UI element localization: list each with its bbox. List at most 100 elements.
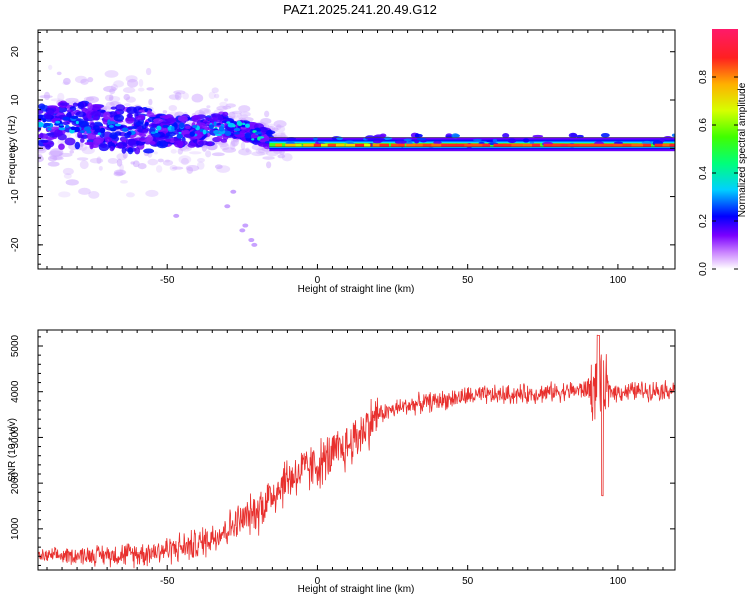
heatmap-cell-faint [219, 143, 230, 151]
heatmap-cell-hot [178, 122, 185, 129]
heatmap-cell-core [103, 111, 111, 120]
heatmap-cell-faint [132, 160, 140, 168]
heatmap-cell-core [258, 143, 270, 147]
heatmap-cell-core [244, 132, 252, 139]
heatmap-cell-faint [169, 165, 178, 171]
heatmap-cell-hot [251, 138, 255, 141]
snr-axes: -50 0 50 100 1000 2000 3000 4000 5000 [10, 330, 675, 587]
heatmap-cell-peak [493, 143, 507, 147]
colorbar-tick-label: 0.4 [698, 166, 709, 180]
heatmap-cell-hot [233, 127, 241, 132]
heatmap-cell-band-bump [529, 141, 535, 145]
heatmap-cell-faint [208, 91, 216, 100]
heatmap-cell-faint [258, 148, 266, 154]
heatmap-cell-faint [125, 192, 135, 198]
heatmap-cell-peak [406, 143, 417, 147]
heatmap-cell-core [58, 143, 65, 150]
heatmap-cell-core [187, 142, 197, 148]
heatmap-cell-faint [96, 156, 102, 165]
heatmap-cell-faint [103, 85, 117, 93]
heatmap-axes: -50 0 50 100 -20 -10 0 10 20 [10, 30, 675, 286]
heatmap-cell-faint [260, 117, 272, 125]
heatmap-cell-band-bump [613, 141, 624, 145]
heatmap-cell-faint [48, 64, 53, 70]
heatmap-cell-core [72, 102, 78, 107]
colorbar: 0.0 0.2 0.4 0.6 0.8 Normalized spectral ampl… [698, 29, 748, 276]
heatmap-cell-faint [178, 155, 192, 164]
heatmap-cell-core [147, 110, 152, 115]
heatmap-cell-core [135, 115, 145, 121]
heatmap-cell-faint [185, 164, 200, 172]
snr-xlabel: Height of straight line (km) [298, 584, 415, 595]
heatmap-xtick-label: 0 [315, 275, 321, 286]
heatmap-cell-hot [153, 133, 161, 138]
heatmap-ylabel: Frequency (Hz) [7, 116, 18, 185]
heatmap-cell-band-bump [492, 138, 498, 143]
heatmap-cell-core [77, 101, 85, 110]
heatmap-cell-faint [78, 187, 91, 195]
heatmap-xtick-label: 100 [610, 275, 627, 286]
heatmap-cell-core [134, 137, 145, 141]
heatmap-cell-hot [109, 126, 117, 132]
heatmap-cell-peak [327, 143, 345, 147]
heatmap-cell-faint [245, 147, 250, 153]
heatmap-cell-hot [80, 130, 85, 134]
heatmap-cell-faint [76, 157, 89, 161]
heatmap-cell-peak [431, 143, 448, 147]
heatmap-cell-core [92, 116, 99, 121]
heatmap-cell-faint [216, 105, 228, 111]
heatmap-cell-peak [568, 143, 580, 147]
colorbar-label: Normalized spectral amplitude [737, 82, 748, 217]
heatmap-cell-peak [560, 143, 571, 147]
heatmap-cell-faint [108, 96, 121, 102]
heatmap-cell-core [40, 139, 49, 143]
heatmap-cell-faint [173, 90, 186, 95]
heatmap-cell-peak [670, 143, 675, 147]
heatmap-cell-faint [104, 70, 119, 78]
heatmap-cell-hot [65, 124, 70, 128]
heatmap-cell-faint [83, 96, 95, 102]
heatmap-cell-faint [273, 120, 287, 128]
heatmap-cell-peak [511, 143, 524, 147]
colorbar-tick-label: 0.6 [698, 118, 709, 132]
heatmap-cell-core [266, 129, 273, 137]
heatmap-cell-hot [209, 124, 214, 130]
heatmap-cell-core [164, 138, 172, 142]
heatmap-cell-faint [281, 153, 293, 162]
heatmap-cell-hot [114, 123, 122, 127]
heatmap-cell-faint [50, 98, 64, 102]
snr-xtick-label: 0 [315, 576, 321, 587]
snr-ytick-label: 1000 [10, 517, 21, 540]
heatmap-cell-peak [390, 143, 405, 147]
heatmap-cell-hot [245, 123, 250, 128]
heatmap-cell-faint [251, 151, 265, 157]
heatmap-cell-faint [180, 157, 189, 166]
heatmap-cell-faint [38, 145, 47, 154]
heatmap-cell-core [173, 140, 184, 148]
heatmap-cell-faint [110, 84, 118, 91]
heatmap-cell-band-bump [663, 136, 673, 141]
heatmap-cell-core [205, 116, 210, 121]
heatmap-cell-core [74, 141, 81, 150]
snr-xtick-label: 100 [610, 576, 627, 587]
heatmap-cell-faint [222, 105, 232, 110]
heatmap-cell-faint [230, 137, 239, 147]
heatmap-cell-faint [79, 160, 89, 170]
heatmap-cell-faint [214, 164, 223, 170]
heatmap-cell-core [75, 111, 86, 118]
heatmap-cell-band-bump [433, 141, 442, 145]
heatmap-cell-peak [464, 143, 481, 147]
heatmap-cell-core [165, 131, 176, 137]
heatmap-cell-core [149, 140, 156, 145]
heatmap-cell-faint [62, 167, 74, 176]
heatmap-cell-faint [168, 105, 178, 112]
heatmap-cell-core [93, 138, 101, 146]
heatmap-cell-faint [219, 101, 228, 107]
heatmap-panel: -50 0 50 100 -20 -10 0 10 20 Height of straight … [7, 29, 676, 295]
heatmap-cell-faint [197, 158, 205, 163]
heatmap-cell-faint [170, 149, 177, 154]
heatmap-cell-faint [162, 110, 168, 114]
heatmap-cell-faint [113, 80, 125, 88]
heatmap-cell-faint [274, 132, 286, 139]
heatmap-cell-core [135, 121, 144, 126]
